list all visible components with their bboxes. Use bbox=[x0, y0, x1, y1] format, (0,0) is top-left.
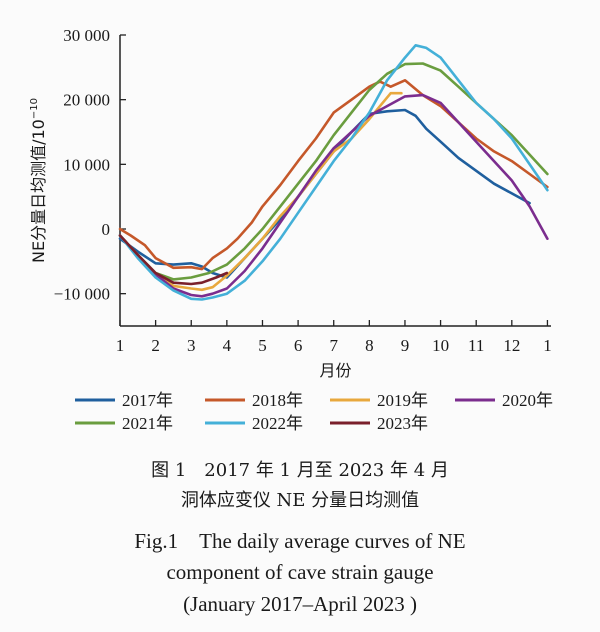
x-tick-label: 5 bbox=[258, 336, 267, 355]
y-axis-label-exponent: −10 bbox=[29, 98, 40, 119]
legend-label: 2020年 bbox=[502, 391, 553, 410]
series-line bbox=[118, 91, 403, 292]
x-tick-label: 1 bbox=[116, 336, 125, 355]
x-tick-label: 1 bbox=[543, 336, 552, 355]
y-tick-label: 10 000 bbox=[63, 155, 110, 174]
x-tick-label: 11 bbox=[468, 336, 484, 355]
y-tick-label: 30 000 bbox=[63, 26, 110, 45]
series-line bbox=[118, 234, 229, 286]
x-tick-label: 3 bbox=[187, 336, 196, 355]
y-tick-label: 20 000 bbox=[63, 91, 110, 110]
x-tick-label: 8 bbox=[365, 336, 374, 355]
legend-label: 2019年 bbox=[377, 391, 428, 410]
x-axis-label: 月份 bbox=[319, 361, 351, 380]
series-line bbox=[118, 93, 549, 298]
caption-en-line3: (January 2017–April 2023 ) bbox=[183, 592, 417, 616]
caption-zh-line1: 图 1 2017 年 1 月至 2023 年 4 月 bbox=[151, 460, 449, 481]
x-tick-label: 6 bbox=[294, 336, 303, 355]
legend-label: 2023年 bbox=[377, 414, 428, 433]
x-tick-label: 2 bbox=[151, 336, 160, 355]
series-line bbox=[118, 62, 549, 281]
series-line bbox=[118, 43, 549, 301]
legend: 2017年 2018年 2019年 2020年 2021年 2022年 2023年 bbox=[75, 391, 553, 433]
series-line bbox=[118, 108, 531, 279]
plot-lines bbox=[118, 43, 549, 301]
y-tick-label: −10 000 bbox=[54, 285, 110, 304]
x-tick-label: 12 bbox=[503, 336, 520, 355]
legend-label: 2018年 bbox=[252, 391, 303, 410]
x-tick-label: 4 bbox=[223, 336, 232, 355]
caption-en-line2: component of cave strain gauge bbox=[166, 560, 434, 584]
caption-en-line1: Fig.1 The daily average curves of NE bbox=[134, 529, 466, 553]
x-tick-label: 10 bbox=[432, 336, 449, 355]
x-tick-label: 9 bbox=[401, 336, 410, 355]
legend-label: 2017年 bbox=[122, 391, 173, 410]
y-axis-label: NE分量日均测值/10−10 bbox=[29, 98, 48, 263]
y-tick-label: 0 bbox=[102, 220, 111, 239]
legend-label: 2022年 bbox=[252, 414, 303, 433]
legend-label: 2021年 bbox=[122, 414, 173, 433]
x-tick-label: 7 bbox=[329, 336, 338, 355]
caption-zh-line2: 洞体应变仪 NE 分量日均测值 bbox=[180, 490, 420, 511]
